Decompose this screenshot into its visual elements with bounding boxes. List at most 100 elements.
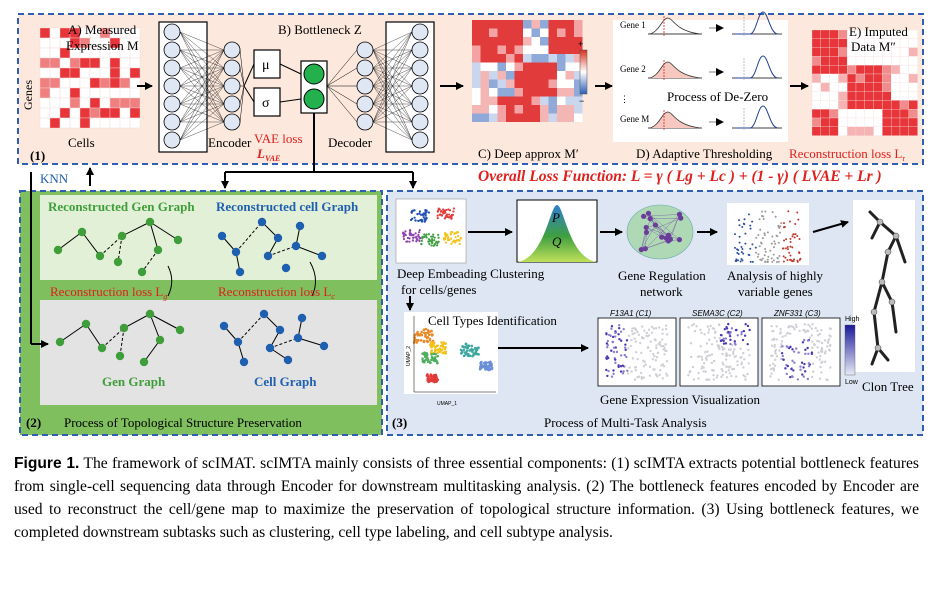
imputed-cell: [820, 117, 830, 127]
dec-point: [452, 207, 456, 210]
umap-x-label: UMAP_1: [437, 401, 457, 407]
genes-axis-label: Genes: [21, 80, 35, 110]
gene-expr-point: [652, 352, 655, 356]
gene-expr-point: [810, 352, 814, 356]
gene-expr-point: [640, 375, 643, 379]
matrix-a-cell: [109, 97, 121, 109]
gene-expr-point: [820, 341, 824, 345]
imputed-cell: [820, 126, 830, 136]
heatmap-cell: [540, 105, 549, 114]
gene-expr-point: [779, 328, 782, 331]
gene-expr-point: [715, 376, 718, 379]
grn-hull: [626, 204, 694, 260]
heatmap-cell: [514, 45, 523, 54]
gene-expr-point: [614, 358, 617, 361]
hvg-point: [734, 246, 737, 249]
recon-cell-graph-label: Reconstructed cell Graph: [216, 199, 359, 214]
gene-expr-point: [795, 347, 798, 350]
umap-point: [439, 344, 443, 348]
graph-edge: [85, 323, 103, 349]
gene-expr-point: [768, 364, 772, 367]
dec-point: [450, 242, 453, 245]
gene-expr-point: [640, 336, 644, 339]
gene-expr-point: [802, 366, 805, 369]
gene-expr-point: [778, 349, 781, 352]
heatmap-cell: [506, 45, 515, 54]
heatmap-cell: [506, 62, 515, 71]
gene-expr-point: [784, 334, 787, 337]
umap-point: [420, 330, 424, 334]
graph-node: [117, 231, 127, 241]
hvg-point: [759, 258, 762, 261]
heatmap-cell: [506, 105, 515, 114]
hvg-point: [748, 254, 751, 257]
gene-expr-point: [622, 370, 625, 373]
tree-branch: [880, 280, 894, 304]
imputed-cell: [820, 82, 830, 92]
high-label: High: [845, 316, 860, 323]
umap-point: [431, 358, 435, 361]
gene-expr-point: [629, 344, 633, 348]
grn-edge: [646, 227, 662, 238]
graph-node: [293, 333, 303, 343]
gene-expr-point: [810, 375, 814, 379]
imputed-cell: [908, 100, 918, 110]
dec-point: [411, 239, 414, 242]
heatmap-cell: [557, 54, 566, 63]
gene-expr-point: [807, 362, 811, 365]
heatmap-cell: [489, 62, 498, 71]
gene-expr-point: [652, 327, 655, 330]
gene-expr-point: [710, 361, 714, 365]
gene-expr-point: [657, 326, 661, 329]
hvg-point: [749, 224, 752, 227]
gene-expr-point: [733, 340, 737, 343]
dec-point: [431, 241, 434, 245]
dec-scatter-points: [402, 207, 463, 247]
heatmap-cell: [497, 37, 506, 46]
dec-point: [436, 216, 439, 220]
dec-point: [422, 216, 425, 219]
gene-expr-point: [774, 348, 778, 352]
gene-expr-point: [712, 359, 716, 363]
gene-expr-point: [793, 327, 796, 331]
hvg-point: [736, 259, 739, 262]
umap-cell-types: [412, 316, 496, 393]
heatmap-cell: [523, 37, 532, 46]
imputed-cell: [864, 91, 874, 101]
gene-expr-point: [688, 371, 691, 374]
gene-expr-point: [741, 338, 745, 342]
gene-expr-point: [649, 340, 652, 343]
umap-point: [474, 352, 477, 356]
gene-expr-point: [779, 357, 783, 360]
gene-expr-point: [665, 333, 669, 336]
network-link: [179, 31, 225, 51]
gene-expr-point: [773, 343, 777, 347]
heatmap-cell: [506, 71, 515, 80]
hvg-point: [796, 235, 799, 238]
gene-expr-point: [731, 367, 734, 371]
heatmap-cell: [548, 105, 557, 114]
gene-expr-point: [720, 367, 723, 371]
gene-expr-point: [826, 341, 830, 344]
gene-expr-point: [650, 331, 654, 334]
gene-expr-point: [607, 333, 611, 337]
figure-label: Figure 1.: [14, 455, 80, 472]
heatmap-cell: [523, 62, 532, 71]
matrix-a-cell: [79, 57, 91, 69]
clon-tree: [868, 210, 907, 366]
hvg-point: [736, 251, 739, 254]
gene-expr-point: [781, 354, 785, 358]
heatmap-cell: [506, 37, 515, 46]
grn-edge: [646, 227, 680, 240]
gene-expr-point: [803, 338, 806, 342]
dec-point: [408, 240, 411, 243]
hvg-point: [767, 255, 770, 258]
graph-drawings: [53, 217, 329, 367]
gene-expr-point: [721, 369, 724, 373]
graph-node: [77, 227, 87, 237]
hvg-point: [774, 215, 777, 218]
gene-expr-point: [746, 372, 749, 376]
imputed-cell: [811, 73, 821, 83]
gene-expr-point: [648, 365, 652, 369]
